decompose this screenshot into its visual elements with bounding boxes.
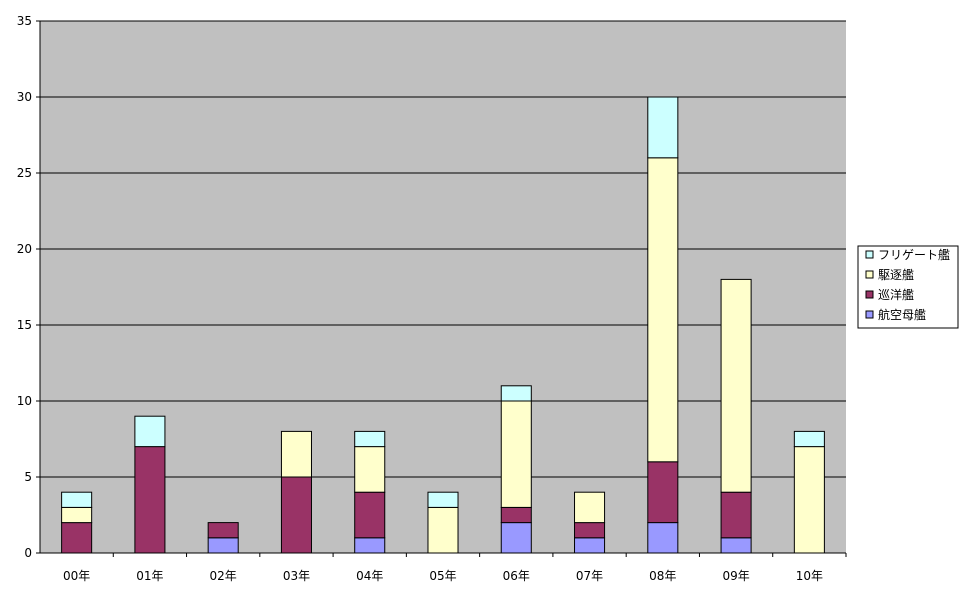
bar-segment [354,446,386,493]
legend-swatch [865,310,874,319]
y-tick-label: 35 [17,14,32,28]
y-tick-label: 5 [24,470,32,484]
x-tick-label: 08年 [649,569,676,583]
bar-segment [793,446,825,554]
bar-segment [207,537,239,554]
legend-swatch [865,270,874,279]
bar-segment [61,522,93,554]
bar-segment [720,491,752,539]
bar-segment [354,430,386,448]
legend-label: フリゲート艦 [878,248,950,262]
x-tick-label: 10年 [796,569,823,583]
plot-area [40,21,846,553]
x-tick-label: 03年 [283,569,310,583]
bar-segment [647,461,679,524]
legend-label: 駆逐艦 [878,268,914,282]
y-tick-label: 10 [17,394,32,408]
bar-segment [647,522,679,554]
legend-label: 航空母艦 [878,307,926,322]
bar-segment [574,491,606,524]
bar-segment [427,506,459,554]
y-tick-label: 15 [17,318,32,332]
bar-segment [500,385,532,402]
bar-segment [280,476,312,554]
gridlines [40,20,846,478]
bar-segment [720,537,752,554]
bar-segment [574,522,606,539]
bar-segment [207,522,239,539]
x-tick-label: 01年 [136,569,163,583]
bar-segment [720,278,752,493]
y-axis-ticks: 0 5 10 15 20 25 30 35 [17,14,40,560]
bar-segment [500,506,532,524]
bar-segment [647,157,679,463]
bar-segment [134,446,166,554]
y-tick-label: 25 [17,166,32,180]
x-axis-ticks: 00年 01年 02年 03年 04年 05年 06年 07年 08年 09年 10年 [63,553,847,583]
bar-segment [61,491,93,508]
bar-segment [500,522,532,554]
legend-swatch [865,290,874,299]
legend-swatch [865,250,874,259]
legend-box [857,245,959,329]
x-tick-label: 07年 [576,569,603,583]
y-tick-label: 0 [24,546,32,560]
x-tick-label: 02年 [210,569,237,583]
x-tick-label: 06年 [503,569,530,583]
bar-segment [280,430,312,478]
bar-segment [61,506,93,524]
bars [61,96,825,554]
x-tick-label: 00年 [63,569,90,583]
bar-segment [647,96,679,159]
bar-segment [427,491,459,508]
x-tick-label: 05年 [429,569,456,583]
x-tick-label: 09年 [722,569,749,583]
y-tick-label: 20 [17,242,32,256]
bar-segment [793,430,825,448]
bar-segment [574,537,606,554]
bar-segment [354,491,386,539]
bar-segment [500,400,532,508]
bar-segment [134,415,166,448]
x-tick-label: 04年 [356,569,383,583]
bar-segment [354,537,386,554]
y-tick-label: 30 [17,90,32,104]
legend-label: 巡洋艦 [878,287,914,302]
